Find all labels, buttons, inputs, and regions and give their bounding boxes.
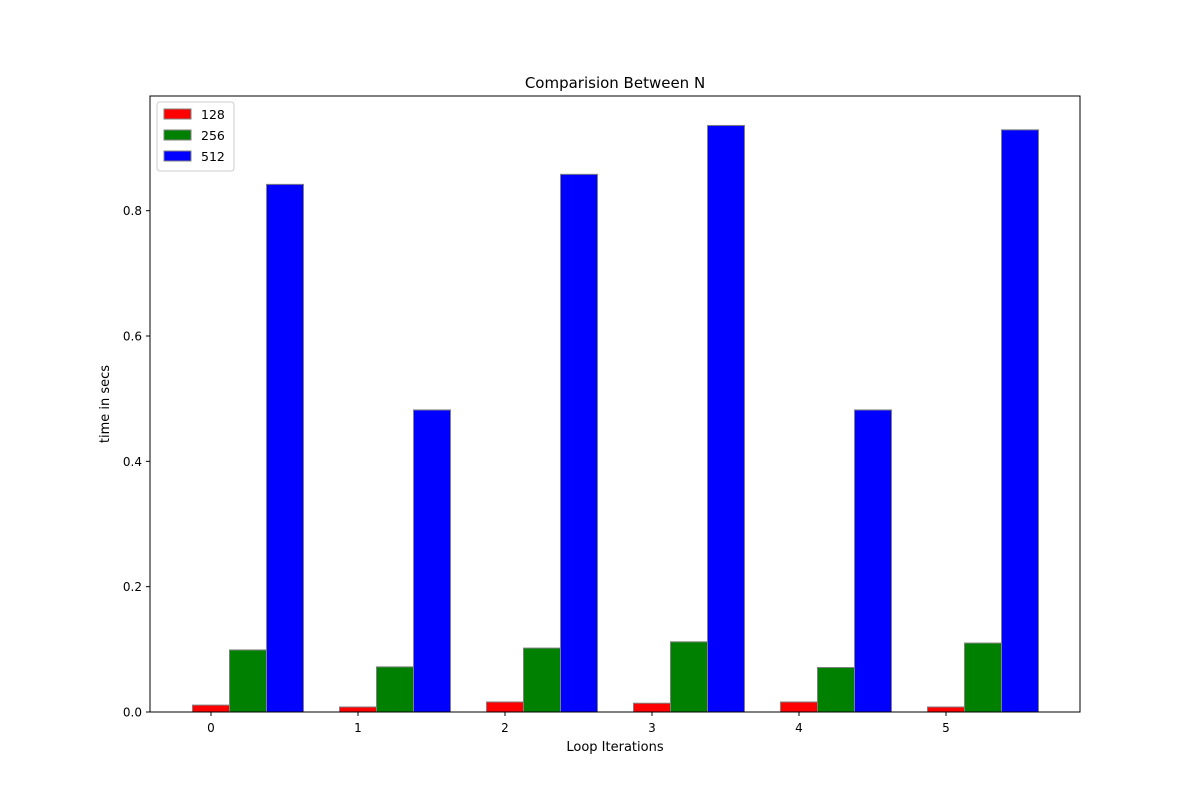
bar-series-256-cat-3 <box>670 641 708 713</box>
legend-label-512: 512 <box>201 149 225 164</box>
bar-series-512-cat-3 <box>707 124 745 713</box>
y-axis-label: time in secs <box>98 365 113 443</box>
x-tick-label: 3 <box>648 721 656 735</box>
y-tick-label: 0.0 <box>123 706 142 720</box>
legend-label-128: 128 <box>201 107 225 122</box>
bar-series-512-cat-0 <box>266 183 304 713</box>
legend: 128 256 512 <box>156 101 235 172</box>
y-tick-label: 0.2 <box>123 580 142 594</box>
x-tick-label: 0 <box>207 721 215 735</box>
bar-series-256-cat-5 <box>964 642 1002 713</box>
bar-series-256-cat-2 <box>523 647 561 713</box>
x-tick-label: 2 <box>501 721 509 735</box>
chart-title: Comparision Between N <box>525 74 705 92</box>
bar-series-128-cat-0 <box>192 704 230 713</box>
legend-swatch-512 <box>163 150 192 162</box>
y-tick-label: 0.8 <box>123 204 142 218</box>
x-axis: 0 1 2 3 4 5 <box>207 712 950 735</box>
bar-series-512-cat-2 <box>560 173 598 713</box>
x-tick-label: 5 <box>942 721 950 735</box>
y-axis: 0.0 0.2 0.4 0.6 0.8 <box>123 204 150 720</box>
bar-series-128-cat-1 <box>339 706 377 713</box>
bar-series-128-cat-3 <box>633 702 671 713</box>
bar-series-128-cat-4 <box>780 701 818 713</box>
y-tick-label: 0.4 <box>123 455 142 469</box>
x-tick-label: 1 <box>354 721 362 735</box>
y-tick-label: 0.6 <box>123 330 142 344</box>
bar-series-512-cat-5 <box>1001 129 1039 713</box>
bar-series-128-cat-5 <box>927 706 965 713</box>
legend-swatch-256 <box>163 129 192 141</box>
bar-series-512-cat-1 <box>413 409 451 713</box>
bar-series-256-cat-4 <box>817 667 855 713</box>
bars-group <box>192 124 1039 713</box>
legend-swatch-128 <box>163 108 192 120</box>
x-tick-label: 4 <box>795 721 803 735</box>
bar-series-256-cat-1 <box>376 666 414 713</box>
plot-frame <box>149 95 1081 713</box>
bar-series-512-cat-4 <box>854 409 892 713</box>
legend-label-256: 256 <box>201 128 225 143</box>
x-axis-label: Loop Iterations <box>566 740 663 755</box>
bar-series-128-cat-2 <box>486 701 524 713</box>
bar-series-256-cat-0 <box>229 649 267 713</box>
